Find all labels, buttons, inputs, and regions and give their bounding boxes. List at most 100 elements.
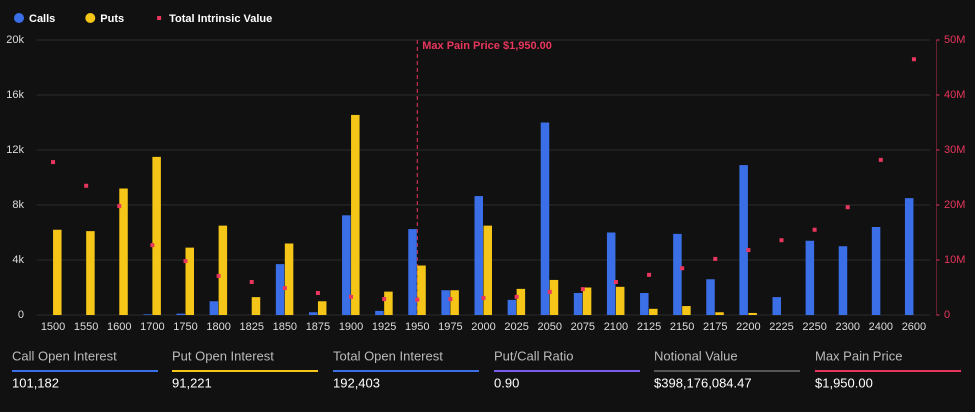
- x-tick-label: 1550: [74, 321, 98, 333]
- annotation: Max Pain Price $1,950.00: [422, 40, 552, 52]
- point: [216, 273, 221, 278]
- y2-tick-label: 40M: [944, 89, 965, 101]
- bar: [185, 247, 194, 315]
- bar: [483, 225, 492, 315]
- bar: [805, 240, 815, 315]
- x-tick-label: 2075: [571, 321, 595, 333]
- bar: [417, 265, 426, 315]
- bar: [649, 308, 658, 315]
- y2-tick-label: 0: [944, 309, 950, 321]
- stat-value: 192,403: [333, 375, 380, 390]
- x-tick-label: 1800: [206, 321, 230, 333]
- x-tick-label: 2400: [869, 321, 893, 333]
- x-tick-label: 1600: [107, 321, 131, 333]
- point: [845, 205, 850, 210]
- point: [547, 289, 552, 294]
- x-tick-label: 1700: [140, 321, 164, 333]
- point: [713, 256, 718, 261]
- bar: [640, 293, 649, 315]
- bar: [143, 314, 152, 315]
- x-tick-label: 2150: [670, 321, 694, 333]
- x-tick-label: 1750: [173, 321, 197, 333]
- x-tick-label: 1950: [405, 321, 429, 333]
- bar: [152, 156, 161, 315]
- stat-label: Put Open Interest: [172, 348, 274, 363]
- bar: [441, 290, 450, 315]
- x-tick-label: 1875: [306, 321, 330, 333]
- point: [415, 297, 420, 302]
- stat-label: Total Open Interest: [333, 348, 443, 363]
- bar: [119, 188, 128, 315]
- point: [680, 266, 685, 271]
- bar: [317, 301, 327, 315]
- bar: [615, 286, 625, 315]
- legend-label: Total Intrinsic Value: [169, 13, 272, 25]
- x-tick-label: 2200: [736, 321, 760, 333]
- legend-marker: [14, 13, 24, 23]
- y2-tick-label: 50M: [944, 34, 965, 46]
- bar: [53, 229, 62, 315]
- bar: [904, 198, 914, 315]
- bar: [516, 288, 526, 315]
- x-tick-label: 1925: [372, 321, 396, 333]
- point: [282, 286, 287, 291]
- x-tick-label: 1900: [339, 321, 363, 333]
- x-tick-label: 2050: [537, 321, 561, 333]
- bar: [384, 291, 393, 315]
- x-tick-label: 2125: [637, 321, 661, 333]
- y-tick-label: 4k: [12, 254, 24, 266]
- legend-label: Calls: [29, 13, 55, 25]
- bar: [474, 196, 483, 315]
- point: [150, 243, 155, 248]
- bar: [275, 264, 285, 315]
- stat-value: $398,176,084.47: [654, 375, 752, 390]
- stat-label: Put/Call Ratio: [494, 348, 573, 363]
- bar: [251, 297, 261, 315]
- x-tick-label: 2225: [769, 321, 793, 333]
- point: [812, 227, 817, 232]
- x-tick-label: 2100: [604, 321, 628, 333]
- stat-value: 101,182: [12, 375, 59, 390]
- bar: [706, 279, 715, 315]
- bar: [606, 232, 616, 315]
- point: [647, 272, 652, 277]
- bar: [582, 287, 592, 315]
- bar: [549, 279, 559, 315]
- x-tick-label: 2175: [703, 321, 727, 333]
- y-tick-label: 20k: [6, 34, 24, 46]
- bar: [284, 243, 294, 315]
- legend-marker: [157, 16, 162, 20]
- bar: [838, 246, 848, 315]
- bar: [748, 312, 757, 315]
- stat-label: Call Open Interest: [12, 348, 117, 363]
- bar: [86, 231, 95, 315]
- point: [315, 291, 320, 295]
- y2-tick-label: 20M: [944, 199, 965, 211]
- bar: [408, 229, 417, 315]
- point: [481, 295, 486, 300]
- x-tick-label: 1975: [438, 321, 462, 333]
- point: [448, 297, 453, 302]
- bar: [507, 299, 517, 315]
- x-tick-label: 1500: [41, 321, 65, 333]
- point: [878, 157, 883, 162]
- x-tick-label: 2300: [835, 321, 859, 333]
- bar: [209, 301, 219, 315]
- y-tick-label: 0: [18, 309, 24, 321]
- x-tick-label: 2600: [902, 321, 926, 333]
- stat-value: $1,950.00: [815, 375, 873, 390]
- y2-tick-label: 30M: [944, 144, 965, 156]
- x-tick-label: 2250: [802, 321, 826, 333]
- stat-label: Max Pain Price: [815, 348, 902, 363]
- y2-tick-label: 10M: [944, 254, 965, 266]
- point: [382, 297, 387, 302]
- bar: [573, 293, 583, 315]
- bar: [673, 233, 682, 315]
- bar: [715, 312, 724, 315]
- legend-marker: [85, 13, 96, 23]
- stat-value: 91,221: [172, 375, 212, 390]
- bar: [772, 297, 781, 315]
- x-tick-label: 2000: [471, 321, 495, 333]
- point: [249, 280, 254, 284]
